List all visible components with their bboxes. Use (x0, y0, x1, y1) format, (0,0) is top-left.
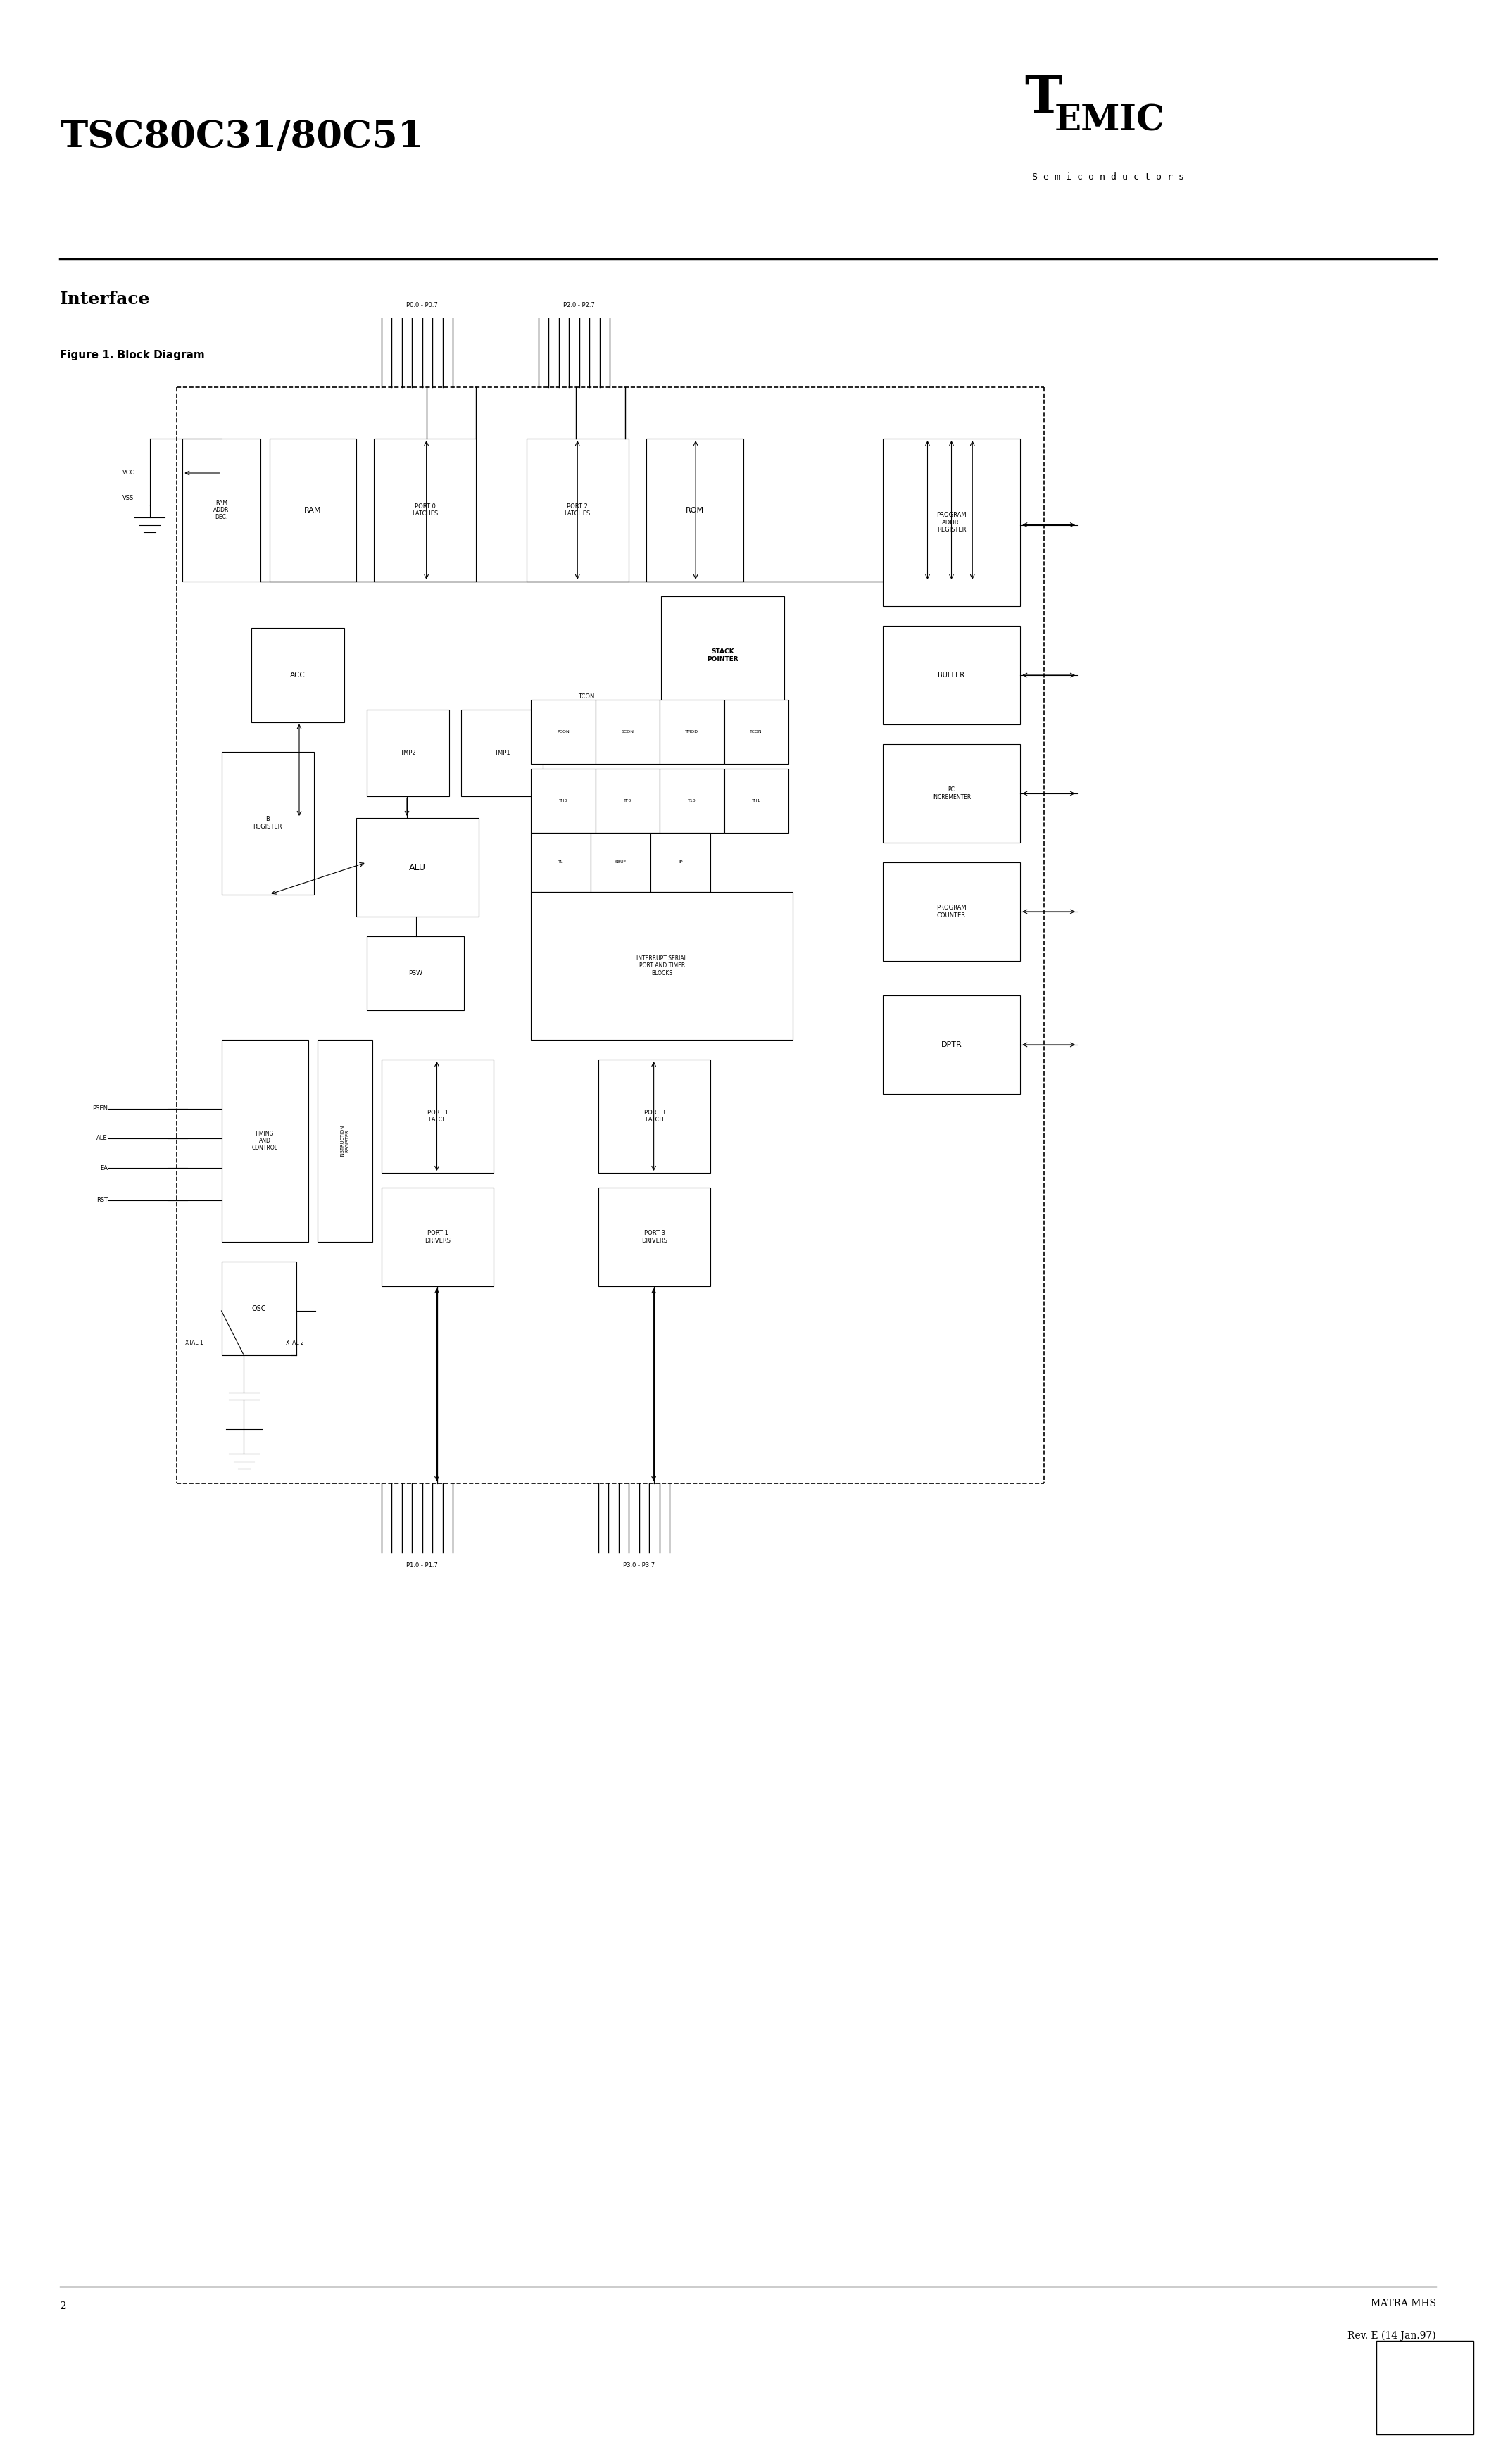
Bar (646, 439, 744, 582)
Text: OSC: OSC (251, 1306, 266, 1311)
Text: RST: RST (96, 1198, 108, 1202)
Text: EMIC: EMIC (1055, 103, 1165, 138)
Text: Figure 1. Block Diagram: Figure 1. Block Diagram (60, 350, 205, 360)
Text: STACK
POINTER: STACK POINTER (708, 648, 739, 663)
Text: PORT 3
DRIVERS: PORT 3 DRIVERS (642, 1230, 667, 1244)
Bar (598, 1188, 711, 1286)
Text: TMP2: TMP2 (399, 749, 416, 756)
Text: SBUF: SBUF (615, 860, 627, 865)
Bar (221, 1040, 308, 1242)
Bar (531, 769, 595, 833)
Text: PSW: PSW (408, 971, 422, 976)
Text: ALE: ALE (97, 1136, 108, 1141)
Text: P1.0 - P1.7: P1.0 - P1.7 (405, 1562, 438, 1570)
Text: 2: 2 (60, 2301, 67, 2311)
Text: Interface: Interface (60, 291, 150, 308)
Text: XTAL 1: XTAL 1 (186, 1340, 203, 1345)
Bar (1376, 2341, 1474, 2434)
Text: T10: T10 (688, 798, 696, 803)
Bar (883, 626, 1020, 724)
Bar (883, 439, 1020, 606)
Bar (527, 439, 628, 582)
Bar (367, 936, 464, 1010)
Bar (883, 862, 1020, 961)
Bar (356, 818, 479, 917)
Text: TMP1: TMP1 (494, 749, 510, 756)
Bar (660, 700, 724, 764)
Text: ALU: ALU (408, 862, 426, 872)
Bar (531, 700, 595, 764)
Text: DPTR: DPTR (941, 1042, 962, 1047)
Bar (221, 1262, 296, 1355)
Bar (183, 439, 260, 582)
Text: PSEN: PSEN (93, 1106, 108, 1111)
Text: TL: TL (558, 860, 564, 865)
Bar (595, 700, 660, 764)
Bar (660, 769, 724, 833)
Text: P3.0 - P3.7: P3.0 - P3.7 (622, 1562, 655, 1570)
Text: INTERRUPT SERIAL
PORT AND TIMER
BLOCKS: INTERRUPT SERIAL PORT AND TIMER BLOCKS (637, 956, 687, 976)
Bar (461, 710, 543, 796)
Bar (591, 833, 651, 892)
Text: SCON: SCON (621, 729, 634, 734)
Bar (269, 439, 356, 582)
Bar (598, 1060, 711, 1173)
Text: PORT 1
LATCH: PORT 1 LATCH (426, 1109, 449, 1124)
Text: ACC: ACC (290, 673, 305, 678)
Text: PORT 3
LATCH: PORT 3 LATCH (643, 1109, 666, 1124)
Bar (531, 892, 793, 1040)
Bar (724, 769, 788, 833)
Text: TMOD: TMOD (685, 729, 699, 734)
Text: TH1: TH1 (752, 798, 760, 803)
Text: EA: EA (100, 1165, 108, 1170)
Text: TCON: TCON (577, 692, 595, 700)
Text: PORT 0
LATCHES: PORT 0 LATCHES (411, 503, 438, 517)
Text: ROM: ROM (685, 508, 705, 513)
Bar (595, 769, 660, 833)
Bar (374, 439, 476, 582)
Bar (251, 628, 344, 722)
Text: RAM: RAM (304, 508, 322, 513)
Text: TH0: TH0 (560, 798, 567, 803)
Bar (661, 596, 784, 715)
Text: TSC80C31/80C51: TSC80C31/80C51 (60, 118, 423, 155)
Bar (381, 1188, 494, 1286)
Text: VSS: VSS (123, 495, 135, 500)
Text: PC
INCREMENTER: PC INCREMENTER (932, 786, 971, 801)
Text: XTAL 2: XTAL 2 (286, 1340, 304, 1345)
Text: TCON: TCON (749, 729, 763, 734)
Text: BUFFER: BUFFER (938, 673, 965, 678)
Text: PROGRAM
COUNTER: PROGRAM COUNTER (936, 904, 966, 919)
Text: P0.0 - P0.7: P0.0 - P0.7 (405, 301, 438, 308)
Bar (651, 833, 711, 892)
Bar (724, 700, 788, 764)
Text: IP: IP (679, 860, 682, 865)
Text: TIMING
AND
CONTROL: TIMING AND CONTROL (251, 1131, 278, 1151)
Text: INSTRUCTION
REGISTER: INSTRUCTION REGISTER (340, 1126, 350, 1156)
Text: VCC: VCC (123, 471, 135, 476)
Text: RAM
ADDR
DEC.: RAM ADDR DEC. (214, 500, 229, 520)
Text: B
REGISTER: B REGISTER (253, 816, 283, 830)
Bar (531, 833, 591, 892)
Bar (221, 752, 314, 894)
Text: PORT 1
DRIVERS: PORT 1 DRIVERS (425, 1230, 450, 1244)
Text: S e m i c o n d u c t o r s: S e m i c o n d u c t o r s (1032, 172, 1185, 182)
Bar (883, 995, 1020, 1094)
Text: MATRA MHS: MATRA MHS (1370, 2299, 1436, 2309)
Text: PCON: PCON (557, 729, 570, 734)
Bar (883, 744, 1020, 843)
Text: PROGRAM
ADDR.
REGISTER: PROGRAM ADDR. REGISTER (936, 513, 966, 532)
Bar (317, 1040, 373, 1242)
Text: PORT 2
LATCHES: PORT 2 LATCHES (564, 503, 591, 517)
Text: TF0: TF0 (624, 798, 631, 803)
Text: Rev. E (14 Jan.97): Rev. E (14 Jan.97) (1348, 2331, 1436, 2341)
Text: P2.0 - P2.7: P2.0 - P2.7 (562, 301, 595, 308)
Bar (367, 710, 449, 796)
Text: T: T (1025, 74, 1062, 123)
Bar (381, 1060, 494, 1173)
